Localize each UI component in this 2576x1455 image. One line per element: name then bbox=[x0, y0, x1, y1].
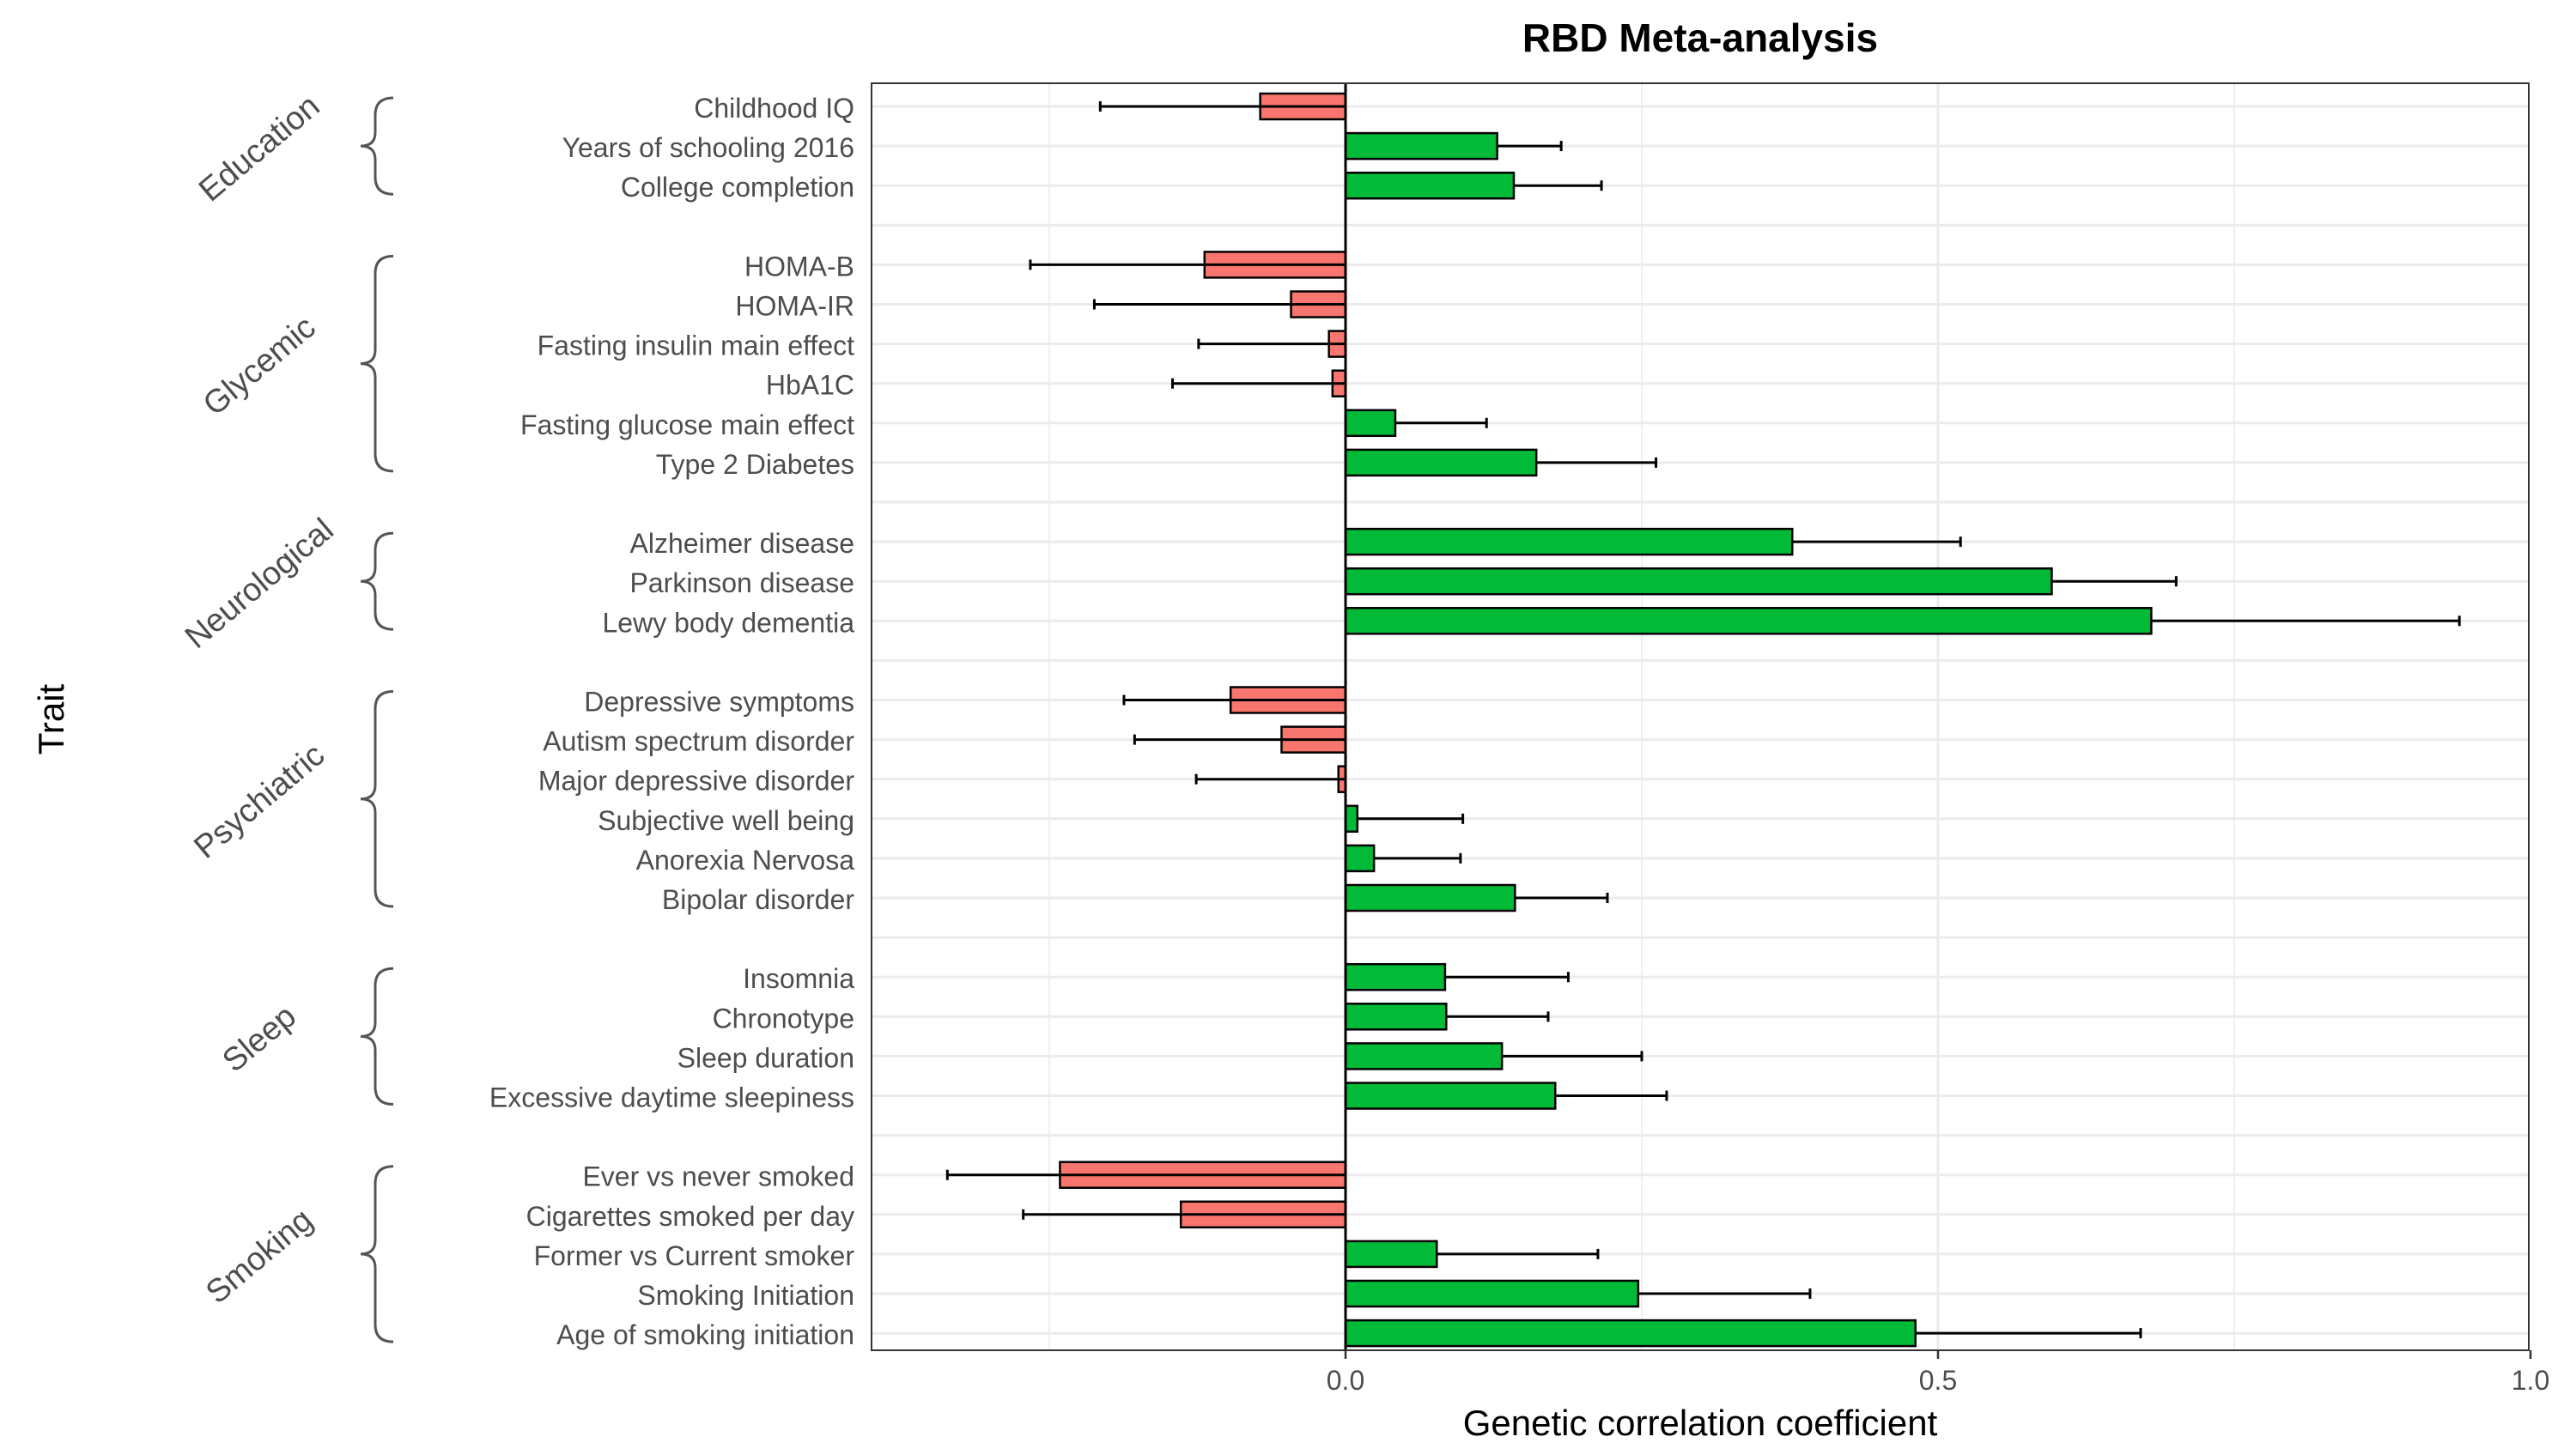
plot-panel-border bbox=[871, 82, 2530, 1351]
trait-label: Autism spectrum disorder bbox=[543, 726, 854, 757]
bar bbox=[1344, 567, 2053, 596]
bars bbox=[1059, 92, 2153, 1348]
trait-label: Anorexia Nervosa bbox=[636, 845, 855, 876]
group-label: Psychiatric bbox=[187, 737, 331, 865]
group-labels: Education Glycemic Neurological Psychiatric… bbox=[179, 88, 394, 1343]
group-label: Neurological bbox=[179, 512, 341, 656]
trait-label: HOMA-IR bbox=[735, 291, 854, 322]
trait-label: Cigarettes smoked per day bbox=[526, 1201, 854, 1232]
bar bbox=[1344, 409, 1397, 438]
trait-label: HOMA-B bbox=[744, 251, 854, 282]
trait-label: Years of schooling 2016 bbox=[562, 132, 854, 163]
group-brace bbox=[360, 967, 394, 1106]
bar bbox=[1344, 1082, 1557, 1110]
trait-label: Sleep duration bbox=[677, 1042, 854, 1073]
x-axis-label: Genetic correlation coefficient bbox=[1463, 1403, 1938, 1443]
trait-label: Fasting glucose main effect bbox=[520, 409, 854, 440]
trait-labels: Childhood IQ Years of schooling 2016 Colle… bbox=[489, 93, 854, 1350]
bar bbox=[1344, 448, 1538, 477]
y-axis-label: Trait bbox=[31, 683, 71, 755]
trait-label: Depressive symptoms bbox=[584, 687, 854, 718]
group-label: Smoking bbox=[199, 1202, 319, 1311]
bar bbox=[1344, 883, 1516, 912]
trait-label: College completion bbox=[621, 172, 854, 203]
grid-lines bbox=[872, 83, 2529, 1350]
trait-label: Smoking Initiation bbox=[637, 1280, 854, 1311]
x-tick-label: 0.0 bbox=[1327, 1365, 1364, 1396]
trait-label: Subjective well being bbox=[598, 805, 854, 836]
group-brace bbox=[360, 1165, 394, 1343]
trait-label: HbA1C bbox=[766, 370, 854, 401]
trait-label: Insomnia bbox=[743, 963, 854, 994]
group-brace bbox=[360, 531, 394, 631]
group-brace bbox=[360, 254, 394, 473]
trait-label: Ever vs never smoked bbox=[582, 1161, 854, 1192]
x-tick-label: 1.0 bbox=[2512, 1365, 2549, 1396]
bar bbox=[1344, 1003, 1448, 1031]
trait-label: Fasting insulin main effect bbox=[538, 330, 854, 361]
trait-label: Parkinson disease bbox=[630, 567, 854, 598]
trait-label: Type 2 Diabetes bbox=[656, 449, 854, 480]
bar bbox=[1344, 844, 1376, 873]
bar bbox=[1344, 1042, 1504, 1070]
bar bbox=[1344, 171, 1516, 200]
error-bars bbox=[945, 83, 2461, 1350]
bar bbox=[1344, 527, 1794, 556]
group-label: Glycemic bbox=[197, 309, 323, 423]
bar bbox=[1344, 131, 1498, 161]
trait-label: Alzheimer disease bbox=[630, 528, 854, 559]
bar bbox=[1344, 804, 1359, 834]
x-axis-ticks: 0.0 0.5 1.0 bbox=[1327, 1350, 2549, 1396]
trait-label: Former vs Current smoker bbox=[534, 1240, 855, 1271]
trait-label: Major depressive disorder bbox=[538, 766, 855, 797]
bar bbox=[1344, 1319, 1917, 1348]
group-label: Education bbox=[192, 88, 326, 209]
bar bbox=[1344, 1279, 1640, 1308]
trait-label: Bipolar disorder bbox=[662, 884, 854, 915]
bar bbox=[1344, 962, 1447, 991]
trait-label: Chronotype bbox=[713, 1003, 854, 1034]
trait-label: Lewy body dementia bbox=[602, 607, 854, 638]
group-brace bbox=[360, 96, 394, 196]
trait-label: Excessive daytime sleepiness bbox=[489, 1082, 854, 1113]
trait-label: Childhood IQ bbox=[694, 93, 854, 124]
group-label: Sleep bbox=[216, 998, 303, 1080]
x-tick-label: 0.5 bbox=[1919, 1365, 1957, 1396]
bar bbox=[1344, 607, 2153, 635]
trait-label: Age of smoking initiation bbox=[556, 1319, 854, 1350]
group-brace bbox=[360, 690, 394, 908]
bar bbox=[1344, 1240, 1438, 1269]
chart-title: RBD Meta-analysis bbox=[1522, 15, 1878, 60]
